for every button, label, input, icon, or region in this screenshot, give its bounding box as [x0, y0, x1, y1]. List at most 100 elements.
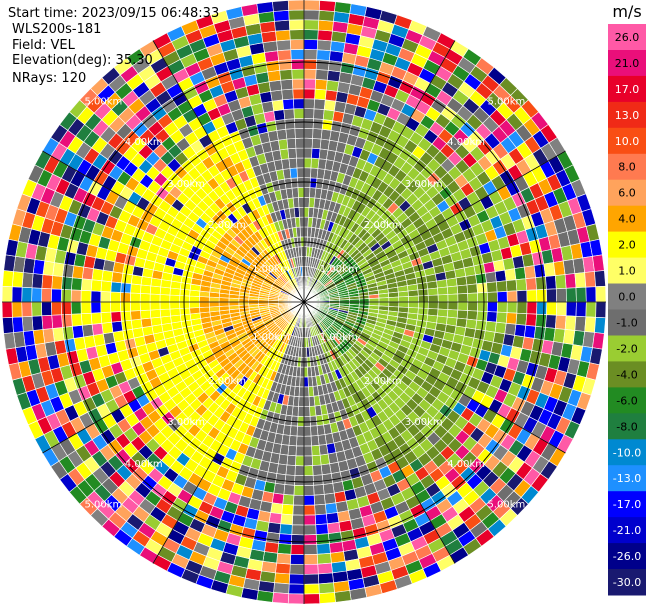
- ppi-cell: [268, 512, 283, 525]
- ppi-cell: [324, 89, 338, 102]
- range-ring-label: 4.00km: [447, 137, 485, 148]
- ppi-cell: [296, 167, 305, 179]
- range-ring-label: 2.00km: [208, 220, 246, 231]
- ppi-cell: [282, 494, 295, 506]
- ppi-cell: [326, 521, 341, 535]
- ppi-cell: [536, 301, 548, 316]
- ppi-cell: [303, 118, 314, 129]
- ppi-cell: [303, 573, 320, 585]
- ppi-cell: [515, 278, 528, 292]
- ppi-cell: [2, 270, 14, 288]
- ppi-cell: [584, 271, 597, 288]
- ppi-cell: [120, 282, 132, 294]
- ppi-cell: [317, 19, 334, 32]
- ppi-cell: [514, 323, 527, 338]
- ppi-cell: [31, 315, 44, 331]
- ppi-cell: [101, 269, 114, 283]
- ppi-cell: [41, 314, 54, 330]
- elevation-label: Elevation(deg): 35.30: [12, 53, 153, 68]
- ppi-cell: [189, 307, 201, 315]
- ppi-cell: [477, 301, 488, 312]
- ppi-cell: [496, 280, 508, 293]
- ppi-cell: [311, 138, 322, 150]
- range-ring-label: 1.00km: [320, 332, 358, 343]
- ppi-cell: [90, 312, 103, 325]
- ppi-cell: [293, 484, 305, 496]
- ppi-cell: [218, 301, 230, 307]
- ppi-cell: [303, 366, 309, 378]
- ppi-cell: [457, 293, 469, 303]
- ppi-cell: [466, 310, 478, 321]
- ppi-cell: [274, 19, 291, 32]
- ppi-cell: [312, 474, 324, 486]
- ppi-cell: [281, 88, 294, 101]
- ppi-cell: [139, 293, 151, 303]
- ppi-cell: [295, 445, 305, 457]
- ppi-cell: [526, 289, 538, 303]
- ppi-cell: [11, 271, 24, 288]
- ppi-cell: [267, 521, 282, 535]
- ppi-cell: [523, 324, 537, 339]
- ppi-cell: [140, 284, 152, 295]
- ppi-cell: [294, 216, 301, 228]
- ppi-cell: [290, 534, 305, 546]
- ppi-cell: [446, 309, 459, 319]
- ppi-cell: [595, 301, 607, 319]
- ppi-cell: [90, 279, 103, 292]
- ppi-cell: [280, 513, 294, 526]
- ppi-cell: [290, 58, 305, 70]
- ppi-cell: [496, 301, 508, 313]
- ppi-cell: [303, 88, 316, 100]
- ppi-cell: [110, 311, 122, 323]
- ppi-cell: [110, 301, 122, 313]
- ppi-cell: [321, 473, 334, 485]
- ppi-cell: [91, 322, 104, 336]
- ppi-cell: [546, 288, 558, 303]
- range-ring-label: 1.00km: [252, 264, 290, 275]
- ppi-cell: [584, 316, 597, 333]
- ppi-cell: [50, 301, 62, 316]
- ppi-cell: [324, 502, 338, 515]
- range-ring-label: 4.00km: [447, 459, 485, 470]
- ppi-cell: [149, 293, 161, 303]
- ppi-cell: [21, 315, 34, 332]
- range-ring-label: 2.00km: [208, 376, 246, 387]
- ppi-cell: [554, 314, 567, 330]
- ppi-cell: [303, 514, 317, 526]
- ppi-cell: [21, 286, 33, 303]
- ppi-cell: [228, 301, 240, 307]
- ppi-cell: [307, 376, 314, 388]
- ppi-cell: [287, 0, 305, 11]
- ppi-cell: [295, 455, 305, 467]
- ppi-cell: [535, 276, 547, 291]
- ppi-cell: [316, 49, 331, 61]
- ppi-cell: [289, 167, 298, 179]
- ppi-cell: [484, 271, 497, 284]
- ppi-cell: [110, 281, 122, 293]
- ppi-cell: [456, 309, 468, 320]
- ppi-cell: [129, 301, 141, 312]
- ppi-cell: [2, 316, 14, 334]
- ppi-cell: [273, 582, 290, 595]
- ppi-cell: [323, 99, 337, 112]
- ppi-cell: [312, 464, 323, 476]
- range-ring-label: 3.00km: [167, 417, 205, 428]
- ppi-cell: [256, 590, 274, 603]
- ppi-cell: [282, 98, 295, 110]
- ppi-cell: [149, 285, 162, 295]
- ppi-cell: [198, 301, 210, 308]
- ppi-cell: [506, 290, 518, 303]
- ppi-cell: [447, 301, 459, 311]
- ppi-cell: [295, 137, 305, 149]
- ppi-cell: [297, 416, 305, 427]
- ppi-cell: [316, 424, 326, 436]
- ppi-cell: [303, 435, 312, 447]
- ppi-cell: [294, 127, 305, 139]
- ppi-cell: [323, 492, 337, 505]
- ppi-cell: [296, 425, 305, 437]
- ppi-cell: [275, 29, 291, 42]
- ppi-cell: [325, 79, 340, 92]
- ppi-cell: [169, 301, 181, 310]
- ppi-cell: [130, 318, 143, 330]
- ppi-cell: [81, 323, 94, 338]
